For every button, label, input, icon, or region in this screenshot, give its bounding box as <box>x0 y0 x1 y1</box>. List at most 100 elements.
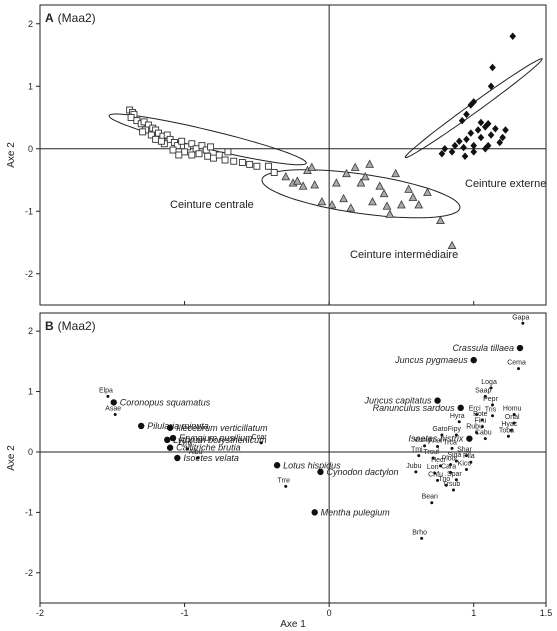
point-ceinture-externe <box>470 141 478 150</box>
species-label: Coar <box>252 434 268 441</box>
species-label: Siga <box>447 452 461 459</box>
species-point <box>444 483 448 487</box>
point-ceinture-centrale <box>230 157 238 165</box>
point-ceinture-centrale <box>127 114 135 121</box>
species-point <box>436 478 440 482</box>
species-point <box>475 431 479 435</box>
point-ceinture-externe <box>461 152 469 161</box>
point-ceinture-externe <box>481 144 489 153</box>
point-ceinture-intermediaire <box>292 176 302 185</box>
ellipse-ceinture-centrale <box>108 113 307 166</box>
species-point <box>491 414 495 418</box>
species-point <box>480 418 484 422</box>
species-label: Juncus pygmaeus <box>394 355 468 365</box>
species-point <box>464 467 468 471</box>
species-label: Trsub <box>443 481 461 488</box>
species-point <box>516 344 524 352</box>
point-ceinture-centrale <box>188 151 196 159</box>
point-ceinture-intermediaire <box>385 209 395 218</box>
species-point <box>430 501 434 505</box>
panel-b-x-axis-label: Axe 1 <box>280 619 306 630</box>
species-label: Asae <box>105 406 121 413</box>
point-ceinture-externe <box>481 123 489 131</box>
species-label: Chfu <box>428 471 443 478</box>
species-point <box>434 397 441 404</box>
point-ceinture-intermediaire <box>310 180 320 189</box>
species-label: Trre <box>277 477 290 484</box>
species-label: Trsuf <box>423 449 439 456</box>
y-tick-label: -1 <box>25 206 33 216</box>
species-point <box>311 509 318 516</box>
species-label: Erci <box>469 406 482 413</box>
point-ceinture-centrale <box>221 156 229 164</box>
species-label: Spar <box>447 471 462 478</box>
species-label: Lori <box>427 464 439 471</box>
point-ceinture-centrale <box>188 140 196 148</box>
point-ceinture-intermediaire <box>342 168 351 178</box>
point-ceinture-intermediaire <box>375 181 385 190</box>
point-ceinture-intermediaire <box>391 168 401 178</box>
point-ceinture-intermediaire <box>397 200 406 209</box>
point-ceinture-intermediaire <box>436 215 445 225</box>
species-label: Coronopus squamatus <box>120 397 211 407</box>
point-ceinture-centrale <box>238 159 246 166</box>
point-ceinture-intermediaire <box>307 162 317 171</box>
point-ceinture-intermediaire <box>317 197 327 206</box>
point-ceinture-externe <box>470 98 478 106</box>
species-label: Mentha pulegium <box>321 507 391 517</box>
species-point <box>423 444 427 448</box>
point-ceinture-externe <box>487 131 495 139</box>
point-ceinture-externe <box>448 148 456 156</box>
panel-a-ellipses <box>108 58 543 219</box>
point-ceinture-centrale <box>204 152 212 160</box>
point-ceinture-intermediaire <box>281 172 291 181</box>
species-label: Fipy <box>448 426 462 433</box>
point-ceinture-externe <box>487 82 495 91</box>
y-tick-label: 1 <box>28 387 33 397</box>
point-ceinture-intermediaire <box>382 201 392 210</box>
species-point <box>454 459 458 463</box>
point-ceinture-externe <box>467 129 475 137</box>
panel-a-points <box>126 32 517 250</box>
species-label: Tmi <box>411 447 423 454</box>
point-ceinture-centrale <box>264 162 272 170</box>
point-ceinture-centrale <box>246 160 254 168</box>
ellipse-ceinture-intermediaire <box>261 169 461 219</box>
species-label: Elpa <box>99 387 113 394</box>
species-point <box>457 420 461 424</box>
point-ceinture-intermediaire <box>332 178 341 187</box>
species-point <box>464 454 468 458</box>
species-point <box>431 456 435 460</box>
species-point <box>284 484 288 488</box>
point-ceinture-externe <box>477 118 485 127</box>
point-ceinture-centrale <box>178 137 186 145</box>
species-point <box>489 386 493 390</box>
x-tick-label: -1 <box>181 608 189 618</box>
point-ceinture-intermediaire <box>379 188 389 198</box>
species-label: Hyac <box>501 421 517 428</box>
panel-a-title: A (Maa2) <box>45 11 96 25</box>
species-point <box>454 478 458 482</box>
panel-a-ticks: -2 -1 0 1 2 <box>25 19 475 305</box>
x-tick-label: 1.5 <box>540 608 553 618</box>
species-label: Plla <box>463 453 475 460</box>
point-ceinture-externe <box>489 63 496 72</box>
species-label: Bean <box>422 494 438 501</box>
species-point <box>440 433 444 437</box>
species-point <box>449 471 453 474</box>
species-point <box>317 468 324 476</box>
species-label: Kico <box>458 460 472 467</box>
species-point <box>414 470 418 474</box>
species-label: Jubu <box>406 463 421 470</box>
group-label-externe: Ceinture externe <box>465 178 546 190</box>
point-ceinture-centrale <box>152 135 160 143</box>
group-label-intermediaire: Ceinture intermédiaire <box>350 249 458 261</box>
point-ceinture-externe <box>477 133 485 142</box>
panel-b-zero-lines <box>40 313 546 603</box>
species-point <box>110 399 117 406</box>
point-ceinture-intermediaire <box>368 197 377 206</box>
species-label: Gapa <box>512 314 529 321</box>
group-label-centrale: Ceinture centrale <box>170 199 254 211</box>
panel-b-ticks: -2 -1 0 1 2 -2 -1 0 1 1.5 <box>25 326 552 618</box>
